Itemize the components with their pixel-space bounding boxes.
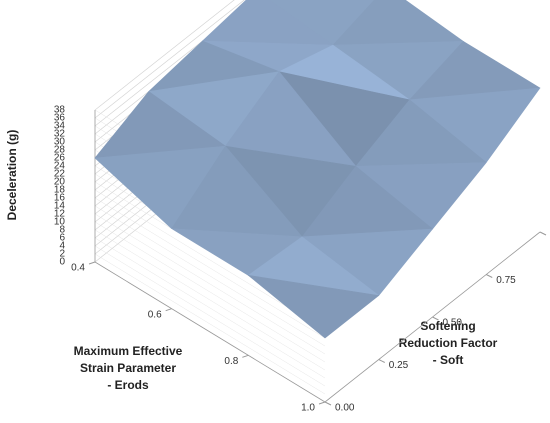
z-tick-label: 16: [54, 193, 66, 204]
z-axis-label: Deceleration (g): [5, 130, 19, 221]
z-tick-label: 6: [59, 233, 65, 244]
y-tick-label: 0.50: [443, 318, 463, 329]
surface-facet: [248, 275, 380, 339]
grid-line: [94, 229, 326, 371]
grid-line: [94, 213, 326, 355]
grid-line: [94, 245, 326, 387]
x-tick: [165, 308, 172, 312]
y-tick-label: 0.00: [335, 403, 355, 414]
y-axis-label: Reduction Factor: [399, 336, 498, 350]
y-tick-label: 0.75: [496, 275, 516, 286]
y-axis-label: Softening: [420, 319, 475, 333]
x-tick: [318, 401, 326, 405]
x-axis-label: - Erods: [107, 378, 149, 392]
y-tick: [539, 231, 547, 236]
y-tick: [378, 359, 385, 363]
z-tick-label: 30: [54, 137, 66, 148]
y-tick-label: 0.25: [389, 360, 409, 371]
x-axis-label: Maximum Effective: [74, 344, 183, 358]
z-tick-label: 18: [54, 185, 66, 196]
grid-line: [94, 0, 235, 111]
x-tick-label: 0.8: [224, 356, 238, 367]
z-tick-label: 24: [54, 161, 66, 172]
x-tick-label: 1.0: [301, 403, 315, 414]
z-tick-label: 34: [54, 121, 66, 132]
y-tick: [432, 316, 439, 321]
z-tick-label: 28: [54, 145, 66, 156]
z-tick-label: 36: [54, 113, 66, 124]
z-tick-label: 2: [59, 249, 65, 260]
z-tick-label: 20: [54, 177, 66, 188]
grid-line: [94, 0, 245, 119]
z-tick-label: 0: [59, 257, 65, 268]
x-tick-label: 0.4: [71, 263, 85, 274]
x-tick: [242, 354, 249, 358]
grid-line: [94, 253, 326, 395]
y-tick: [324, 401, 332, 406]
z-tick-label: 8: [59, 225, 65, 236]
z-tick-label: 14: [54, 201, 66, 212]
grid-line: [94, 197, 326, 339]
z-tick-label: 38: [54, 105, 66, 116]
z-tick-label: 4: [59, 241, 65, 252]
grid-line: [94, 205, 326, 347]
x-tick: [88, 261, 96, 265]
y-axis-label: - Soft: [433, 353, 464, 367]
x-axis-label: Strain Parameter: [80, 361, 176, 375]
z-tick-label: 12: [54, 209, 66, 220]
z-tick-label: 22: [54, 169, 66, 180]
y-tick: [486, 274, 493, 278]
z-tick-label: 10: [54, 217, 66, 228]
z-tick-label: 32: [54, 129, 66, 140]
grid-line: [94, 221, 326, 363]
grid-line: [94, 237, 326, 379]
axis-line: [94, 261, 326, 403]
z-tick-label: 26: [54, 153, 66, 164]
x-tick-label: 0.6: [148, 309, 162, 320]
